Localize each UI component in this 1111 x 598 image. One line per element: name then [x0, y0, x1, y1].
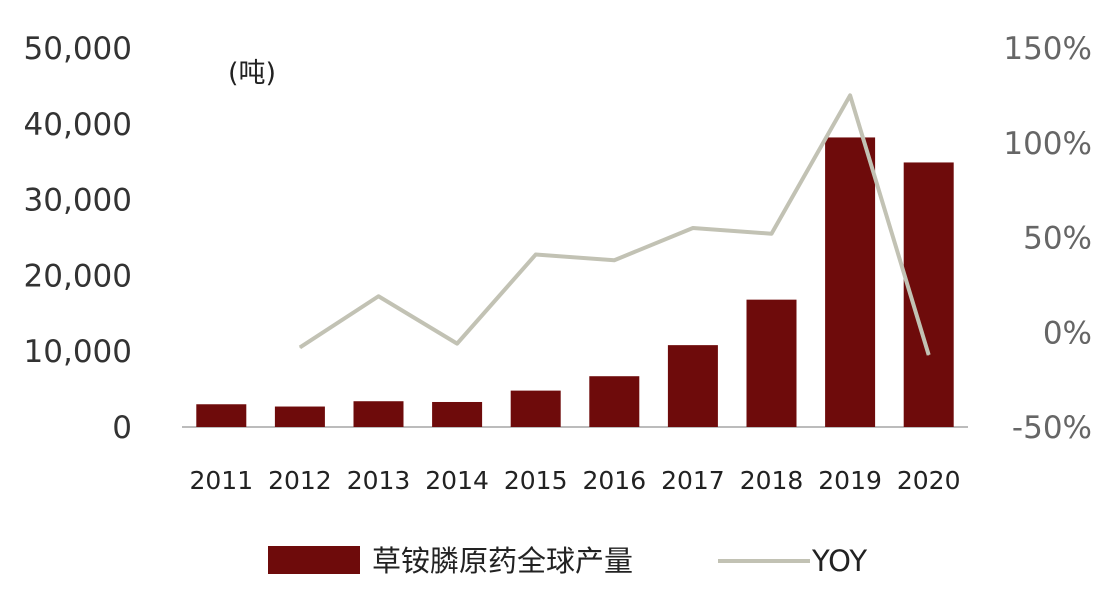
yoy-point-2015	[535, 254, 537, 256]
right-axis-ticks: -50% 0% 50% 100% 150%	[1003, 31, 1092, 446]
bar-2013	[353, 401, 404, 427]
bar-2016	[589, 376, 640, 427]
yoy-point-2014	[456, 343, 458, 345]
left-axis-ticks: 0 10,000 20,000 30,000 40,000 50,000	[24, 31, 132, 446]
x-axis-tick-label: 2012	[268, 466, 332, 495]
yoy-point-2012	[299, 346, 301, 348]
yoy-point-2013	[378, 295, 379, 297]
left-axis-tick-label: 20,000	[24, 258, 132, 294]
legend-swatch-production	[268, 546, 360, 574]
right-axis-tick-label: -50%	[1012, 410, 1092, 446]
left-axis-tick-label: 40,000	[24, 107, 132, 143]
bar-2019	[825, 137, 876, 427]
bar-2017	[667, 345, 718, 427]
left-axis-tick-label: 0	[112, 410, 132, 446]
bar-2015	[510, 390, 561, 427]
right-axis-tick-label: 100%	[1003, 126, 1092, 162]
left-axis-tick-label: 50,000	[24, 31, 132, 67]
left-axis-tick-label: 10,000	[24, 334, 132, 370]
x-axis-tick-label: 2013	[347, 466, 411, 495]
bar-2012	[274, 406, 325, 427]
x-axis-tick-label: 2019	[818, 466, 882, 495]
x-axis-tick-label: 2017	[661, 466, 725, 495]
yoy-point-2020	[928, 354, 930, 356]
legend-label-production: 草铵膦原药全球产量	[372, 544, 633, 578]
yoy-point-2016	[613, 259, 615, 261]
yoy-point-2017	[692, 227, 694, 229]
left-axis-tick-label: 30,000	[24, 183, 132, 219]
bar-2018	[746, 299, 797, 427]
yoy-point-2018	[771, 233, 772, 235]
x-axis-tick-label: 2016	[582, 466, 646, 495]
x-axis-tick-label: 2018	[740, 466, 804, 495]
left-axis-unit-label: (吨)	[228, 58, 276, 89]
bar-2011	[196, 404, 247, 427]
bar-2014	[432, 401, 483, 427]
yoy-line-series	[298, 93, 931, 356]
x-axis-tick-label: 2011	[189, 466, 253, 495]
bar-series	[196, 137, 954, 427]
x-axis-tick-label: 2020	[897, 466, 961, 495]
right-axis-tick-label: 50%	[1023, 221, 1092, 257]
legend: 草铵膦原药全球产量 YOY	[268, 544, 867, 578]
x-axis-tick-label: 2015	[504, 466, 568, 495]
right-axis-tick-label: 150%	[1003, 31, 1092, 67]
x-axis-ticks: 2011 2012 2013 2014 2015 2016 2017 2018 2019 2020	[189, 466, 960, 495]
right-axis-tick-label: 0%	[1043, 315, 1092, 351]
legend-label-yoy: YOY	[811, 544, 867, 578]
yoy-point-2019	[849, 94, 851, 96]
x-axis-tick-label: 2014	[425, 466, 489, 495]
